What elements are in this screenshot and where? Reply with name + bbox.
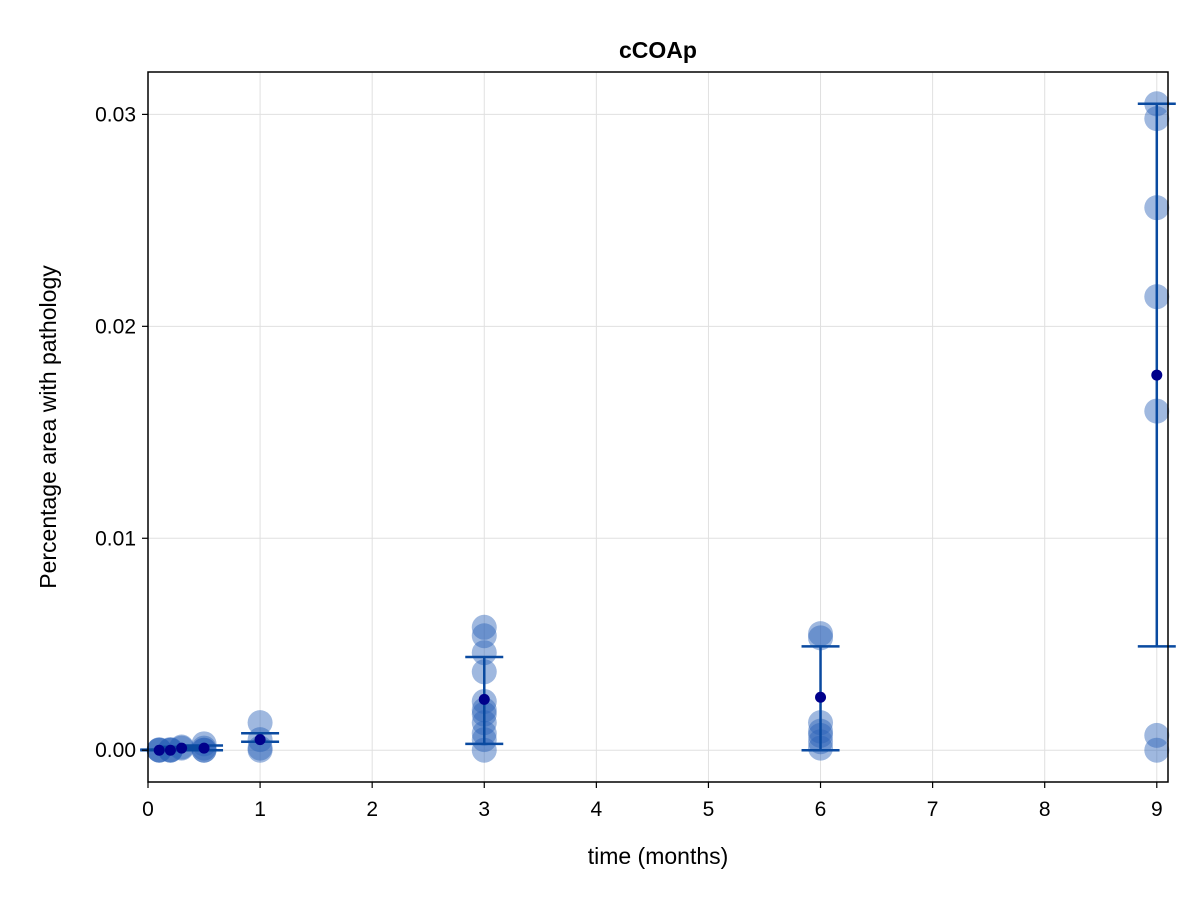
x-tick-label: 5 bbox=[703, 798, 715, 821]
data-point bbox=[1144, 722, 1170, 748]
error-bars bbox=[140, 102, 1176, 752]
y-axis-ticks: 0.00 0.01 0.02 0.03 bbox=[95, 103, 148, 762]
mean-marker bbox=[815, 691, 827, 703]
chart-title: cCOAp bbox=[619, 37, 697, 63]
x-tick-label: 9 bbox=[1151, 798, 1163, 821]
x-tick-label: 6 bbox=[815, 798, 827, 821]
x-axis-label: time (months) bbox=[588, 843, 729, 869]
mean-marker bbox=[153, 744, 165, 756]
x-tick-label: 2 bbox=[366, 798, 378, 821]
data-point bbox=[471, 640, 497, 666]
x-tick-label: 1 bbox=[254, 798, 266, 821]
mean-markers bbox=[153, 369, 1163, 756]
mean-marker bbox=[1151, 369, 1163, 381]
data-point bbox=[471, 623, 497, 649]
x-axis-ticks: 0 1 2 3 4 5 6 7 8 9 bbox=[142, 782, 1163, 821]
data-point bbox=[247, 737, 273, 763]
y-tick-label: 0.01 bbox=[95, 527, 136, 550]
data-point bbox=[808, 621, 834, 647]
mean-marker bbox=[478, 693, 490, 705]
data-point bbox=[471, 614, 497, 640]
y-tick-label: 0.00 bbox=[95, 739, 136, 762]
mean-marker bbox=[198, 742, 210, 754]
y-tick-label: 0.02 bbox=[95, 315, 136, 338]
data-point bbox=[1144, 737, 1170, 763]
x-tick-label: 7 bbox=[927, 798, 939, 821]
x-tick-label: 4 bbox=[591, 798, 603, 821]
x-tick-label: 8 bbox=[1039, 798, 1051, 821]
data-point bbox=[247, 710, 273, 736]
grid-lines bbox=[147, 72, 1168, 782]
plot-frame bbox=[147, 71, 1169, 783]
y-tick-label: 0.03 bbox=[95, 103, 136, 126]
mean-marker bbox=[254, 734, 266, 746]
y-axis-label: Percentage area with pathology bbox=[35, 265, 61, 589]
mean-marker bbox=[176, 742, 188, 754]
data-points bbox=[146, 91, 1170, 763]
data-point bbox=[808, 625, 834, 651]
x-tick-label: 0 bbox=[142, 798, 154, 821]
mean-marker bbox=[164, 744, 176, 756]
x-tick-label: 3 bbox=[478, 798, 490, 821]
